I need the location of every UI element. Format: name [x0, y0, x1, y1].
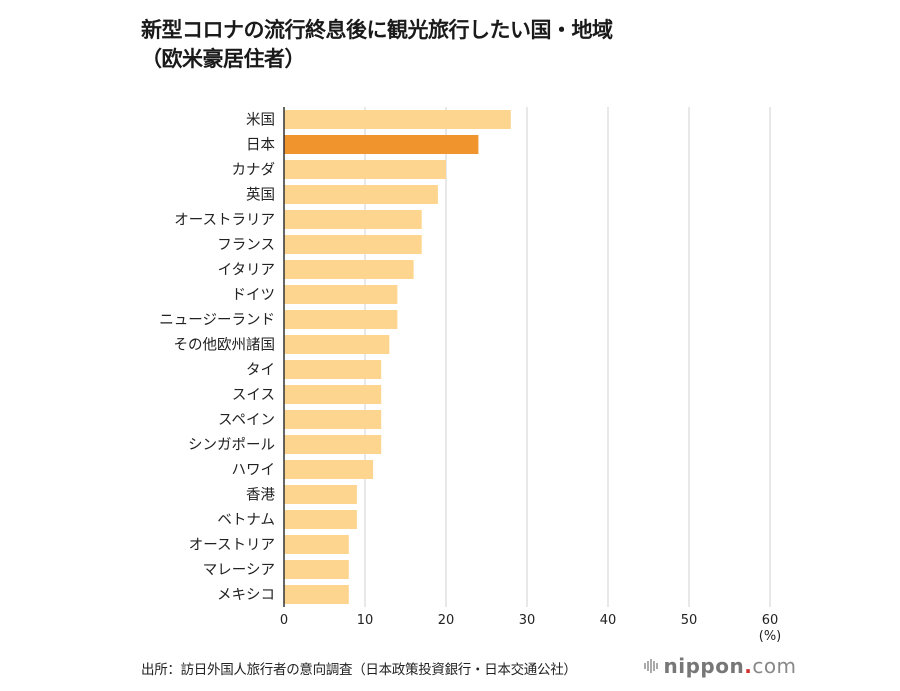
bar-16 — [284, 510, 357, 529]
category-label: ハワイ — [232, 463, 276, 479]
bar-17 — [284, 535, 349, 554]
bars — [284, 110, 511, 604]
bar-7 — [284, 285, 397, 304]
bar-2 — [284, 160, 446, 179]
category-label: メキシコ — [217, 588, 275, 604]
category-label: その他欧州諸国 — [174, 337, 276, 354]
logo-mark-icon — [644, 659, 658, 673]
x-tick-labels: 0 10 20 30 40 50 60 — [280, 613, 778, 628]
category-label: カナダ — [232, 162, 276, 179]
bar-19 — [284, 585, 349, 604]
x-tick-label: 30 — [519, 613, 536, 628]
category-label: イタリア — [218, 262, 275, 279]
bar-1 — [284, 135, 478, 154]
x-tick-label: 60 — [762, 613, 779, 628]
category-label: 香港 — [246, 487, 275, 504]
logo-name: nippon — [664, 654, 745, 678]
x-tick-label: 50 — [681, 613, 698, 628]
bar-9 — [284, 335, 389, 354]
category-label: ニュージーランド — [159, 313, 275, 329]
category-label: タイ — [246, 362, 275, 379]
category-label: 米国 — [246, 112, 275, 129]
bar-3 — [284, 185, 438, 204]
gridlines — [365, 107, 770, 607]
category-label: マレーシア — [203, 563, 275, 579]
bar-6 — [284, 260, 414, 279]
bar-0 — [284, 110, 511, 129]
category-label: スイス — [232, 388, 275, 404]
x-tick-label: 40 — [600, 613, 617, 628]
category-label: オーストリア — [189, 538, 275, 554]
category-label: シンガポール — [188, 437, 275, 454]
category-label: オーストラリア — [174, 213, 275, 229]
category-label: ドイツ — [232, 288, 276, 304]
category-label: 日本 — [246, 137, 275, 154]
bar-13 — [284, 435, 381, 454]
bar-4 — [284, 210, 422, 229]
x-tick-label: 10 — [357, 613, 374, 628]
category-label: フランス — [217, 238, 275, 254]
logo-suffix: com — [752, 654, 796, 678]
bar-15 — [284, 485, 357, 504]
bar-12 — [284, 410, 381, 429]
source-note: 出所：訪日外国人旅行者の意向調査（日本政策投資銀行・日本交通公社） — [141, 658, 577, 678]
x-axis-unit: (%) — [759, 629, 782, 644]
bar-5 — [284, 235, 422, 254]
x-tick-label: 0 — [280, 613, 288, 628]
bar-8 — [284, 310, 397, 329]
category-label: 英国 — [246, 186, 275, 204]
category-labels: 米国日本カナダ英国オーストラリアフランスイタリアドイツニュージーランドその他欧州… — [159, 112, 275, 604]
bar-18 — [284, 560, 349, 579]
category-label: ベトナム — [217, 513, 275, 529]
bar-10 — [284, 360, 381, 379]
x-tick-label: 20 — [438, 613, 455, 628]
bar-14 — [284, 460, 373, 479]
category-label: スペイン — [218, 413, 275, 429]
nippon-logo: nippon.com — [644, 652, 797, 680]
bar-11 — [284, 385, 381, 404]
